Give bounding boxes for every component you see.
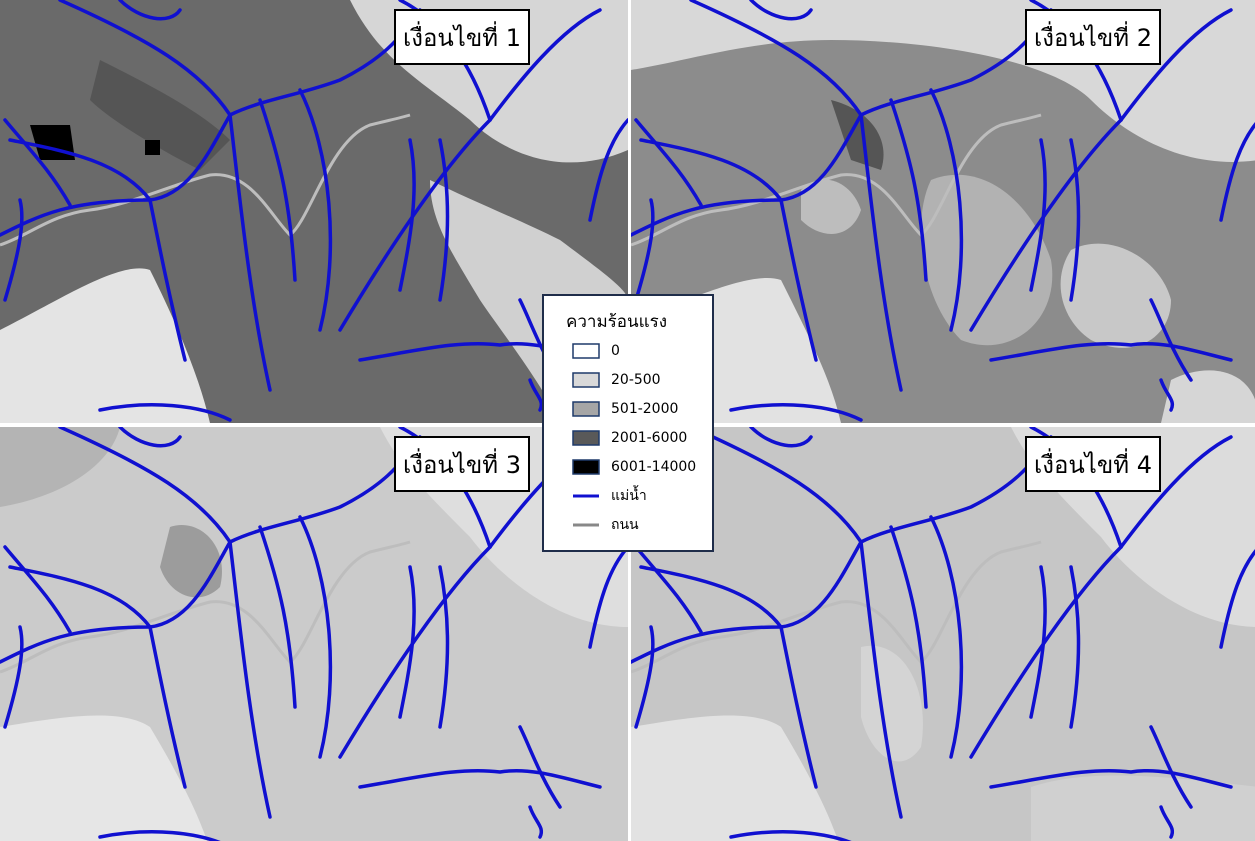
legend-swatch [573,373,599,387]
legend-label: 6001-14000 [611,459,696,475]
legend-box [543,295,713,551]
legend-swatch [573,460,599,474]
map-panel: เงื่อนไขที่ 2 [631,0,1255,423]
map-panel: เงื่อนไขที่ 1 [0,0,628,423]
legend-label: ถนน [611,517,639,533]
legend-label: 2001-6000 [611,430,687,446]
map-figure: เงื่อนไขที่ 1 เงื่อนไขที่ 2 เงื่อนไขที่ 3 เ… [0,0,1255,841]
legend-label: 20-500 [611,372,661,388]
map-panel: เงื่อนไขที่ 3 [0,427,628,841]
page: {"panels": [ {"label": "เงื่อนไขที่ 1"},… [0,0,1255,841]
map-panel: เงื่อนไขที่ 4 [631,427,1255,841]
legend-title: ความร้อนแรง [566,312,667,332]
panel-label: เงื่อนไขที่ 1 [403,21,521,52]
legend-swatch [573,431,599,445]
terrain-patch [145,140,160,155]
legend-swatch [573,402,599,416]
panel-label: เงื่อนไขที่ 3 [403,448,521,479]
legend-label: 501-2000 [611,401,678,417]
legend-swatch [573,344,599,358]
legend-label: แม่น้ำ [611,485,647,504]
panel-label: เงื่อนไขที่ 2 [1034,21,1152,52]
legend-label: 0 [611,343,620,359]
panel-label: เงื่อนไขที่ 4 [1034,448,1152,479]
